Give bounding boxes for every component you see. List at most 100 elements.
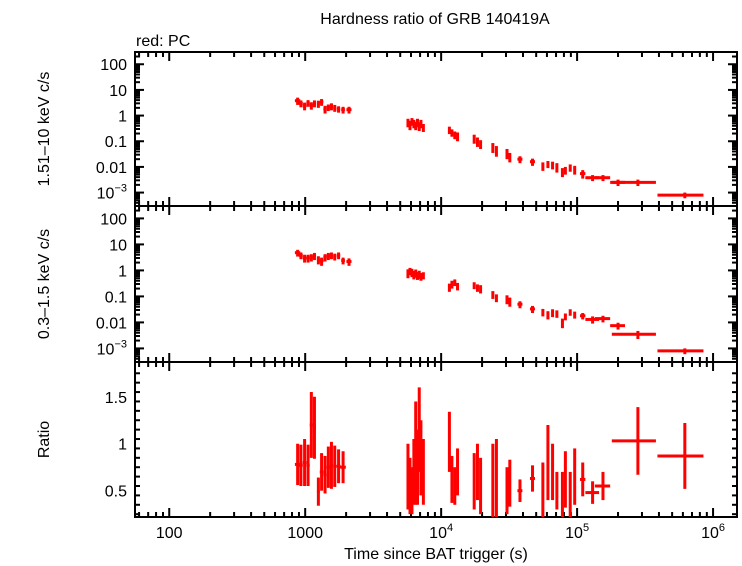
data-point [560,318,564,329]
data-point [563,166,567,175]
data-point [406,118,410,128]
data-point [306,254,310,263]
y-axis-label-ratio: Ratio [36,421,53,458]
data-point [541,462,545,517]
data-point [491,143,495,153]
data-point [419,420,423,496]
chart-title: Hardness ratio of GRB 140419A [320,11,550,28]
data-point [408,267,412,276]
data-point [472,282,476,290]
data-point [568,471,572,517]
data-point [326,446,330,488]
y-axis-label-soft: 0.3–1.5 keV c/s [36,229,53,339]
data-point [579,313,586,320]
data-point [551,309,555,318]
data-point [610,322,625,330]
data-point [541,162,545,171]
data-point [529,465,535,492]
y-tick-label: 10 [109,83,127,100]
data-point [551,443,555,501]
data-point [611,330,656,340]
data-point [494,146,498,157]
y-tick-label: 100 [100,57,127,74]
data-point [475,443,479,501]
data-point [447,283,451,292]
data-point [579,170,586,179]
x-tick-label-exponent: 6 [719,522,725,534]
y-tick-label: 0.1 [105,134,127,151]
data-point [563,313,567,321]
data-point [505,467,509,515]
data-point [517,301,523,309]
y-tick-label: 10−3 [97,338,127,358]
data-point [316,477,320,506]
data-point [309,254,313,262]
data-point [410,118,414,126]
y-tick-label: 1 [118,263,127,280]
data-point [329,103,333,111]
x-tick-label-exponent: 4 [447,522,453,534]
data-point [505,295,509,305]
data-point [294,97,301,105]
data-point [529,305,535,314]
data-point [421,123,425,132]
data-point [302,439,307,486]
data-point [657,348,704,355]
data-point [594,175,611,182]
data-point [555,310,559,318]
data-point [309,392,313,458]
data-point [479,285,483,294]
data-point [323,254,327,262]
data-point [306,100,310,107]
data-point [329,252,333,260]
data-point [447,126,451,135]
data-point [573,165,577,175]
data-point [453,131,457,140]
data-point [560,168,564,178]
data-point [323,105,327,114]
data-point [346,258,352,266]
legend-text: red: PC [136,33,190,50]
data-point [475,284,479,292]
y-tick-label: 10−3 [97,183,127,203]
x-tick-label: 105 [565,522,589,542]
data-point [508,297,512,307]
y-tick-label-exponent: −3 [114,183,127,195]
data-point [408,120,412,131]
data-point [560,471,564,517]
data-point [508,152,512,163]
data-point [336,252,341,260]
data-point [306,444,310,486]
y-tick-label: 1 [118,437,127,454]
data-point [529,158,535,166]
panel-frame [134,205,738,363]
data-point [479,140,483,149]
data-point [568,164,572,172]
data-point [340,451,346,484]
x-tick-label: 104 [429,522,453,542]
data-point [408,457,412,515]
data-point [494,439,498,517]
data-point [323,455,327,494]
data-point [494,294,498,303]
data-point [546,311,550,320]
data-point [333,253,337,261]
data-point [453,467,457,505]
data-point [517,479,523,502]
data-point [298,100,303,108]
data-point [555,471,559,510]
data-point [319,99,324,106]
data-point [333,104,337,112]
data-point [333,445,337,487]
data-point [450,455,454,503]
data-point [475,137,479,147]
data-point [336,449,341,484]
data-point [316,100,320,108]
y-tick-label: 1 [118,109,127,126]
data-point [508,459,512,507]
x-tick-label: 100 [156,525,183,542]
x-tick-label-exponent: 5 [583,522,589,534]
data-point [594,315,611,323]
data-point [302,254,307,263]
data-point [456,282,460,291]
